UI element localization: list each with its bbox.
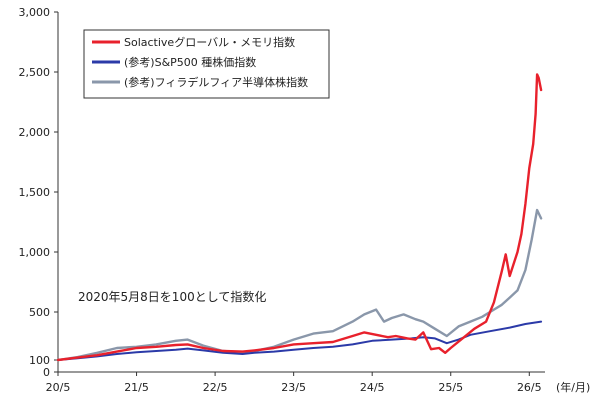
legend-box bbox=[83, 29, 330, 99]
y-tick-label: 1,500 bbox=[19, 186, 51, 199]
x-tick-label: 22/5 bbox=[203, 381, 228, 394]
y-tick-label: 1,000 bbox=[19, 246, 51, 259]
y-tick-label: 100 bbox=[29, 354, 50, 367]
y-tick-label: 2,500 bbox=[19, 66, 51, 79]
y-tick-label: 0 bbox=[43, 366, 50, 379]
legend-items: Solactiveグローバル・メモリ指数 (参考)S&P500 種株価指数 (参考)… bbox=[92, 35, 308, 89]
legend: Solactiveグローバル・メモリ指数 (参考)S&P500 種株価指数 (参考)… bbox=[83, 29, 330, 99]
legend-label: Solactiveグローバル・メモリ指数 bbox=[124, 35, 295, 49]
series-line-1 bbox=[56, 73, 543, 362]
x-tick-label: 21/5 bbox=[124, 381, 149, 394]
y-tick-label: 2,000 bbox=[19, 126, 51, 139]
x-tick-label: 20/5 bbox=[46, 381, 71, 394]
series-lines bbox=[56, 73, 543, 362]
x-axis-unit-label: (年/月) bbox=[556, 380, 590, 394]
legend-label: (参考)S&P500 種株価指数 bbox=[124, 55, 256, 69]
x-tick-label: 24/5 bbox=[360, 381, 385, 394]
x-tick-label: 25/5 bbox=[438, 381, 463, 394]
legend-label: (参考)フィラデルフィア半導体株指数 bbox=[124, 75, 308, 89]
x-tick-label: 26/5 bbox=[517, 381, 542, 394]
y-tick-label: 3,000 bbox=[19, 6, 51, 19]
series-line-3 bbox=[56, 208, 543, 362]
series-line-2 bbox=[57, 320, 543, 361]
x-tick-label: 23/5 bbox=[281, 381, 306, 394]
index-annotation: 2020年5月8日を100として指数化 bbox=[78, 289, 266, 304]
y-tick-label: 500 bbox=[29, 306, 50, 319]
x-tick-labels: 20/5 21/5 22/5 23/5 24/5 25/5 26/5 bbox=[46, 372, 542, 394]
